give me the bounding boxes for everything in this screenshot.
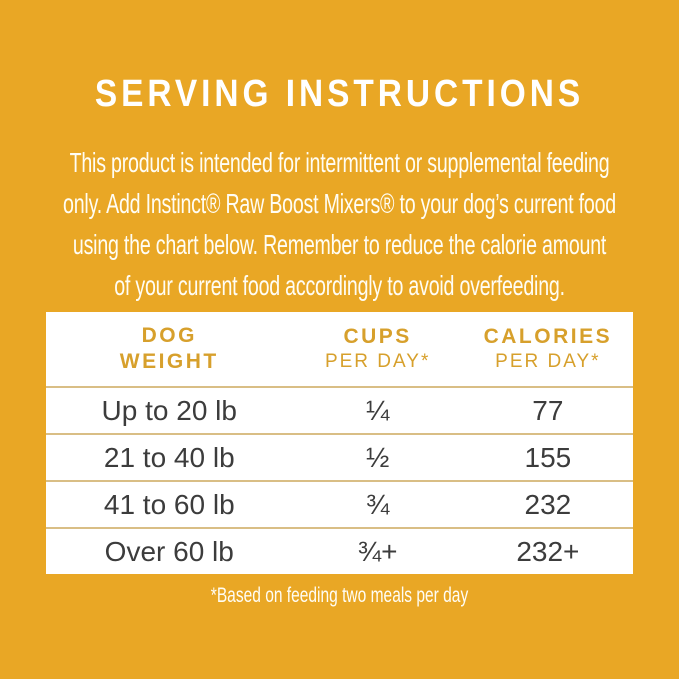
cell-calories: 232 — [524, 488, 572, 520]
header-calories-line2: PER DAY* — [495, 351, 601, 372]
table-row: 21 to 40 lb ½ 155 — [46, 433, 633, 480]
intro-text: This product is intended for intermitten… — [63, 142, 616, 306]
table-row: Up to 20 lb ¼ 77 — [46, 386, 633, 433]
cell-cups: ¾+ — [357, 535, 398, 567]
cell-weight: Up to 20 lb — [101, 394, 237, 426]
header-dog-weight-line2: WEIGHT — [119, 350, 219, 373]
feeding-table: DOG WEIGHT CUPS PER DAY* CALORIES PER DA… — [46, 312, 633, 574]
cell-calories: 155 — [524, 441, 572, 473]
cell-cups: ¾ — [365, 488, 390, 520]
header-cell-cups: CUPS PER DAY* — [293, 324, 463, 374]
intro-line-2: only. Add Instinct® Raw Boost Mixers® to… — [63, 188, 616, 219]
header-cell-calories: CALORIES PER DAY* — [463, 324, 633, 374]
table-row: Over 60 lb ¾+ 232+ — [46, 527, 633, 574]
cell-calories: 77 — [532, 394, 564, 426]
page-title: SERVING INSTRUCTIONS — [94, 73, 585, 115]
header-cell-dog-weight: DOG WEIGHT — [46, 323, 293, 375]
cell-cups: ½ — [365, 441, 390, 473]
cell-weight: 41 to 60 lb — [103, 488, 235, 520]
intro-line-4: of your current food accordingly to avoi… — [114, 270, 565, 301]
header-calories-line1: CALORIES — [483, 325, 613, 348]
intro-line-1: This product is intended for intermitten… — [69, 147, 610, 178]
table-row: 41 to 60 lb ¾ 232 — [46, 480, 633, 527]
cell-weight: 21 to 40 lb — [103, 441, 235, 473]
table-header-row: DOG WEIGHT CUPS PER DAY* CALORIES PER DA… — [46, 312, 633, 386]
footnote-text: *Based on feeding two meals per day — [210, 584, 469, 607]
intro-line-3: using the chart below. Remember to reduc… — [72, 229, 607, 260]
header-dog-weight-line1: DOG — [141, 324, 197, 347]
header-cups-line2: PER DAY* — [324, 351, 431, 372]
cell-cups: ¼ — [365, 394, 390, 426]
cell-weight: Over 60 lb — [104, 535, 234, 567]
cell-calories: 232+ — [516, 535, 580, 567]
header-cups-line1: CUPS — [343, 325, 412, 348]
